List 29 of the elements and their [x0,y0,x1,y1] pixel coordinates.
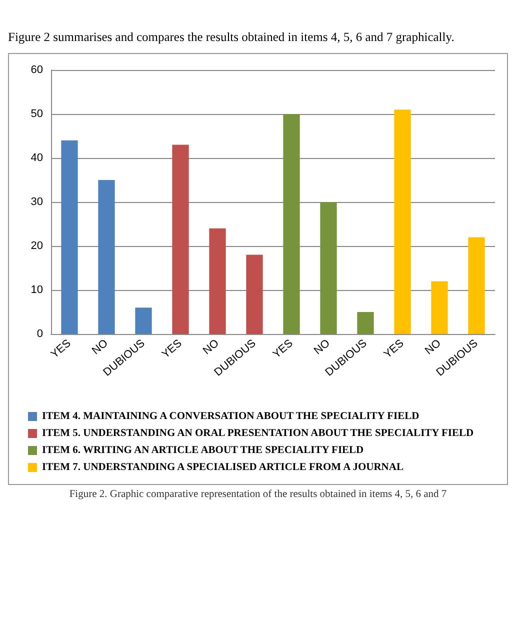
bar [135,308,152,334]
y-tick-label: 20 [30,240,43,252]
bar [320,202,337,334]
x-tick-label: YES [382,337,406,361]
legend-label: ITEM 4. MAINTAINING A CONVERSATION ABOUT THE SPECIALITY FIELD [42,411,420,422]
y-tick-label: 0 [36,328,43,340]
bar [283,114,300,334]
bar [61,140,78,334]
y-tick-label: 30 [30,196,43,208]
y-tick-label: 60 [30,64,43,76]
x-tick-label: YES [48,337,74,361]
bar [431,281,448,334]
x-tick-label: YES [160,337,184,361]
bar [172,144,189,334]
caption: Figure 2. Graphic comparative representation of the results obtained in items 4, 5, 6 and 7 [68,489,448,500]
bar [357,312,374,334]
y-tick-label: 40 [30,152,43,164]
legend-label: ITEM 5. UNDERSTANDING AN ORAL PRESENTATION ABOUT THE SPECIALITY FIELD [42,428,474,439]
bar [246,254,263,334]
bar [209,228,226,334]
legend-label: ITEM 6. WRITING AN ARTICLE ABOUT THE SPECIALITY FIELD [42,445,364,456]
y-tick-label: 50 [30,108,43,120]
x-tick-label: YES [270,337,296,361]
legend-label: ITEM 7. UNDERSTANDING A SPECIALISED ARTICLE FROM A JOURNAL [42,462,404,473]
caption: Figure 2 summarises and compares the results obtained in items 4, 5, 6 and 7 graphically. [8,30,456,45]
y-tick-label: 10 [30,284,43,296]
bar [394,110,411,334]
bar [98,180,115,334]
bar [468,237,485,334]
